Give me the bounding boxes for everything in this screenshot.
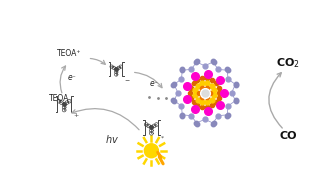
FancyArrowPatch shape (135, 72, 162, 88)
Text: TEOA: TEOA (48, 94, 69, 103)
Text: +: + (74, 113, 79, 118)
Text: TEOA⁺: TEOA⁺ (57, 50, 82, 58)
FancyArrowPatch shape (72, 109, 139, 130)
Text: CO$_2$: CO$_2$ (276, 57, 300, 70)
FancyArrowPatch shape (269, 73, 282, 128)
Text: e⁻: e⁻ (150, 79, 158, 88)
Text: *: * (161, 136, 164, 141)
FancyArrowPatch shape (60, 66, 66, 93)
Text: e⁻: e⁻ (68, 73, 76, 82)
FancyArrowPatch shape (90, 58, 105, 64)
Text: CO: CO (279, 131, 297, 141)
Text: $hv$: $hv$ (105, 133, 119, 145)
Circle shape (144, 144, 158, 158)
Text: −: − (125, 77, 130, 82)
